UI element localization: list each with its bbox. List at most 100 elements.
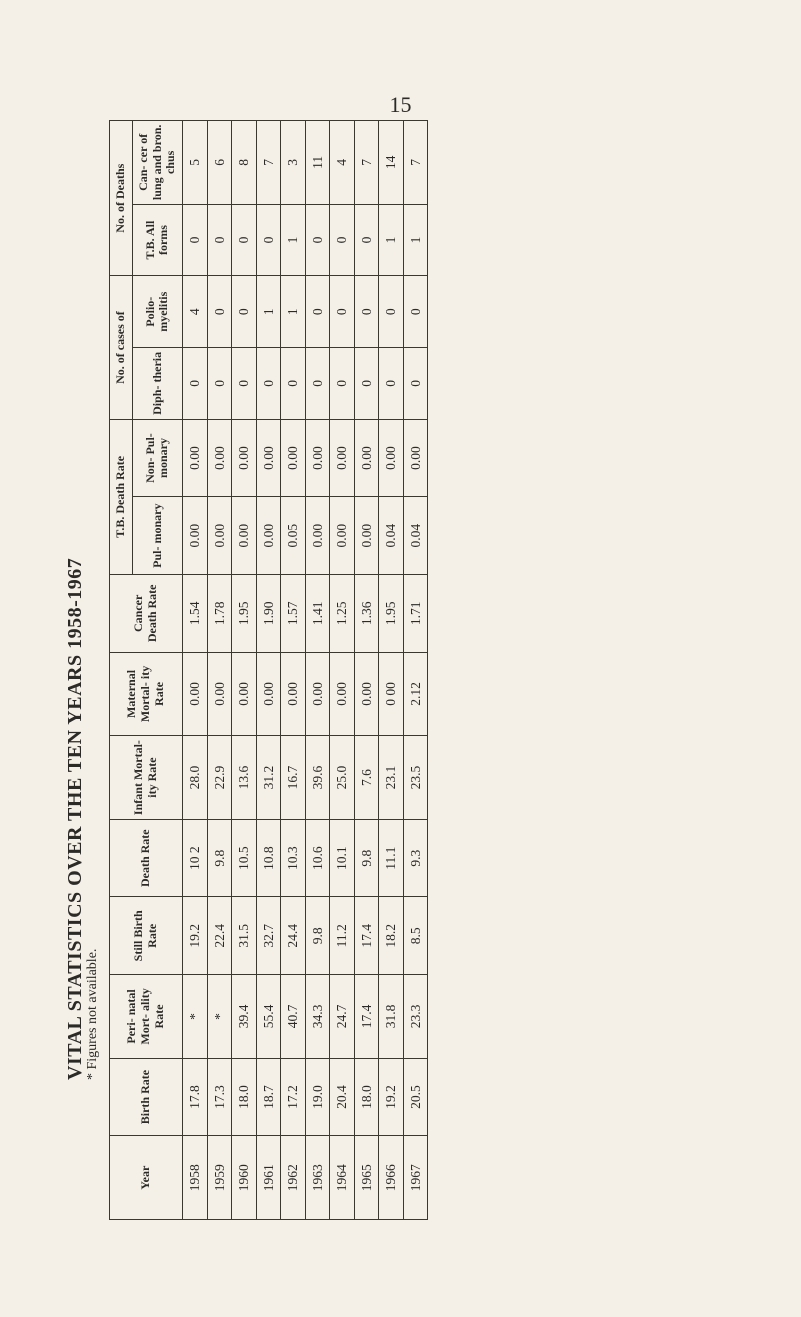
cell-can: 11 [305, 121, 330, 205]
cell-still: 19.2 [183, 897, 208, 975]
table-row: 196720.523.38.59.323.52.121.710.040.0000… [403, 121, 428, 1220]
cell-infant: 13.6 [232, 736, 257, 820]
cell-infant: 23.5 [403, 736, 428, 820]
cell-year: 1962 [281, 1136, 306, 1220]
col-maternal: Maternal Mortal- ity Rate [110, 652, 183, 736]
cell-mat: 0.00 [354, 652, 379, 736]
cell-tb_all: 0 [183, 204, 208, 276]
cell-still: 18.2 [379, 897, 404, 975]
cell-tb_non: 0.00 [207, 419, 232, 497]
cell-death: 10.8 [256, 819, 281, 897]
cell-tb_all: 1 [281, 204, 306, 276]
cell-death: 9.8 [354, 819, 379, 897]
cell-peri: 17.4 [354, 975, 379, 1059]
cell-can: 5 [183, 121, 208, 205]
cell-diph: 0 [281, 348, 306, 420]
cell-peri: 39.4 [232, 975, 257, 1059]
cell-tb_all: 0 [305, 204, 330, 276]
cell-tb_all: 0 [232, 204, 257, 276]
cell-polio: 0 [379, 276, 404, 348]
table-row: 196420.424.711.210.125.00.001.250.000.00… [330, 121, 355, 1220]
table-body: 195817.8*19.210 228.00.001.540.000.00040… [183, 121, 428, 1220]
col-cancer: Cancer Death Rate [110, 575, 183, 653]
cell-tb_all: 0 [330, 204, 355, 276]
cell-infant: 23.1 [379, 736, 404, 820]
rotated-content: VITAL STATISTICS OVER THE TEN YEARS 1958… [60, 120, 428, 1220]
cell-birth: 17.2 [281, 1058, 306, 1136]
cell-still: 32.7 [256, 897, 281, 975]
cell-still: 8.5 [403, 897, 428, 975]
vital-stats-table: Year Birth Rate Peri- natal Mort- ality … [109, 120, 428, 1220]
cell-infant: 22.9 [207, 736, 232, 820]
cell-can: 8 [232, 121, 257, 205]
cell-year: 1963 [305, 1136, 330, 1220]
cell-can: 3 [281, 121, 306, 205]
page-number: 15 [0, 92, 801, 118]
col-cases-group: No. of cases of [110, 276, 133, 419]
cell-peri: 23.3 [403, 975, 428, 1059]
cell-death: 10.6 [305, 819, 330, 897]
col-birth-rate: Birth Rate [110, 1058, 183, 1136]
cell-diph: 0 [232, 348, 257, 420]
cell-can: 6 [207, 121, 232, 205]
cell-tb_non: 0.00 [330, 419, 355, 497]
cell-diph: 0 [403, 348, 428, 420]
cell-tb_non: 0.00 [232, 419, 257, 497]
cell-polio: 0 [305, 276, 330, 348]
cell-still: 22.4 [207, 897, 232, 975]
cell-tb_pul: 0.00 [305, 497, 330, 575]
cell-cancer: 1.95 [379, 575, 404, 653]
col-tb-all: T.B. All forms [132, 204, 182, 276]
cell-diph: 0 [305, 348, 330, 420]
cell-polio: 0 [232, 276, 257, 348]
cell-infant: 31.2 [256, 736, 281, 820]
cell-death: 9.3 [403, 819, 428, 897]
cell-mat: 0.00 [281, 652, 306, 736]
cell-cancer: 1.54 [183, 575, 208, 653]
cell-tb_pul: 0.00 [183, 497, 208, 575]
cell-cancer: 1.71 [403, 575, 428, 653]
cell-peri: 34.3 [305, 975, 330, 1059]
table-title: VITAL STATISTICS OVER THE TEN YEARS 1958… [64, 120, 87, 1220]
cell-tb_pul: 0.00 [330, 497, 355, 575]
cell-diph: 0 [379, 348, 404, 420]
cell-death: 10.3 [281, 819, 306, 897]
cell-year: 1960 [232, 1136, 257, 1220]
cell-year: 1965 [354, 1136, 379, 1220]
cell-infant: 25.0 [330, 736, 355, 820]
cell-mat: 2.12 [403, 652, 428, 736]
cell-cancer: 1.90 [256, 575, 281, 653]
cell-year: 1966 [379, 1136, 404, 1220]
cell-birth: 17.3 [207, 1058, 232, 1136]
cell-polio: 0 [354, 276, 379, 348]
cell-infant: 39.6 [305, 736, 330, 820]
cell-peri: * [183, 975, 208, 1059]
cell-still: 24.4 [281, 897, 306, 975]
col-death-rate: Death Rate [110, 819, 183, 897]
cell-cancer: 1.41 [305, 575, 330, 653]
cell-birth: 18.7 [256, 1058, 281, 1136]
cell-tb_all: 1 [379, 204, 404, 276]
cell-birth: 17.8 [183, 1058, 208, 1136]
table-row: 196619.231.818.211.123.10 001.950.040.00… [379, 121, 404, 1220]
cell-peri: 31.8 [379, 975, 404, 1059]
col-polio: Polio- myelitis [132, 276, 182, 348]
cell-tb_all: 0 [256, 204, 281, 276]
cell-tb_non: 0.00 [379, 419, 404, 497]
header-row-1: Year Birth Rate Peri- natal Mort- ality … [110, 121, 133, 1220]
cell-mat: 0.00 [330, 652, 355, 736]
col-deaths-group: No. of Deaths [110, 121, 133, 276]
cell-peri: 40.7 [281, 975, 306, 1059]
cell-diph: 0 [256, 348, 281, 420]
table-row: 196118.755.432.710.831.20.001.900.000.00… [256, 121, 281, 1220]
cell-mat: 0.00 [183, 652, 208, 736]
cell-tb_non: 0.00 [281, 419, 306, 497]
cell-year: 1959 [207, 1136, 232, 1220]
cell-mat: 0.00 [207, 652, 232, 736]
cell-cancer: 1.95 [232, 575, 257, 653]
cell-birth: 20.4 [330, 1058, 355, 1136]
col-can-deaths: Can- cer of lung and bron. chus [132, 121, 182, 205]
cell-tb_pul: 0.00 [232, 497, 257, 575]
cell-cancer: 1.25 [330, 575, 355, 653]
cell-mat: 0.00 [232, 652, 257, 736]
